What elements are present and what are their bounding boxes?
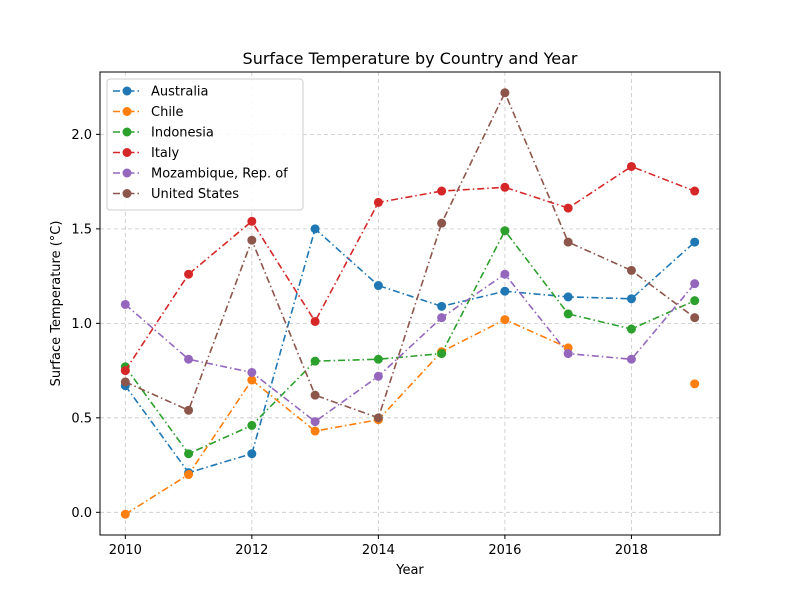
data-point-mozambique-rep-of bbox=[626, 354, 636, 364]
data-point-mozambique-rep-of bbox=[437, 313, 447, 323]
y-tick-label: 0.5 bbox=[71, 411, 92, 426]
data-point-indonesia bbox=[626, 324, 636, 334]
data-point-chile bbox=[310, 426, 320, 436]
legend-marker bbox=[122, 86, 132, 96]
data-point-italy bbox=[120, 366, 130, 376]
x-tick-label: 2018 bbox=[615, 543, 648, 558]
data-point-australia bbox=[373, 281, 383, 291]
legend-marker bbox=[122, 148, 132, 157]
data-point-mozambique-rep-of bbox=[690, 279, 700, 289]
legend-marker bbox=[122, 189, 132, 198]
data-point-united-states bbox=[563, 237, 573, 247]
data-point-italy bbox=[437, 186, 447, 196]
data-point-italy bbox=[563, 203, 573, 213]
data-point-chile bbox=[500, 315, 510, 325]
legend-label: Australia bbox=[151, 85, 209, 100]
y-tick-label: 1.0 bbox=[71, 317, 92, 332]
data-point-australia bbox=[310, 224, 320, 234]
y-tick-label: 1.5 bbox=[71, 222, 92, 237]
data-point-united-states bbox=[626, 265, 636, 275]
data-point-indonesia bbox=[500, 226, 510, 236]
data-point-mozambique-rep-of bbox=[184, 354, 194, 364]
data-point-australia bbox=[437, 301, 447, 311]
x-tick-label: 2010 bbox=[109, 543, 142, 558]
legend-label: Italy bbox=[151, 146, 180, 161]
data-point-australia bbox=[247, 449, 257, 459]
data-point-mozambique-rep-of bbox=[310, 417, 320, 427]
legend-marker bbox=[122, 168, 132, 178]
data-point-italy bbox=[690, 186, 700, 196]
data-point-indonesia bbox=[373, 354, 383, 364]
legend-label: United States bbox=[151, 187, 239, 202]
x-axis-label: Year bbox=[395, 563, 424, 578]
data-point-chile bbox=[120, 509, 130, 519]
data-point-australia bbox=[563, 292, 573, 302]
legend-label: Mozambique, Rep. of bbox=[151, 167, 288, 182]
legend-box bbox=[106, 78, 304, 211]
data-point-chile bbox=[690, 379, 700, 389]
series-layer bbox=[120, 88, 700, 519]
legend-marker bbox=[122, 127, 132, 137]
data-point-mozambique-rep-of bbox=[247, 367, 257, 377]
series-line-indonesia bbox=[124, 229, 696, 455]
series-line-australia bbox=[124, 227, 696, 474]
y-tick-label: 2.0 bbox=[71, 128, 92, 143]
data-point-italy bbox=[626, 161, 636, 171]
data-point-indonesia bbox=[690, 296, 700, 306]
y-axis-label: Surface Temperature (°C) bbox=[49, 221, 64, 387]
data-point-australia bbox=[626, 294, 636, 304]
data-point-italy bbox=[247, 216, 257, 226]
data-point-italy bbox=[500, 182, 510, 192]
plot-frame bbox=[99, 71, 721, 536]
data-point-mozambique-rep-of bbox=[563, 349, 573, 359]
legend-marker bbox=[122, 107, 132, 116]
axis-ticks: 2010 2012 2014 2016 2018 0.0 0.5 1.0 1.5 2.0 bbox=[71, 128, 648, 558]
data-point-italy bbox=[310, 316, 320, 326]
data-point-indonesia bbox=[563, 309, 573, 319]
legend: Australia Chile Indonesia Italy Mozambique, … bbox=[106, 78, 304, 211]
data-point-united-states bbox=[310, 390, 320, 400]
data-point-italy bbox=[184, 269, 194, 279]
data-point-united-states bbox=[690, 313, 700, 323]
data-point-mozambique-rep-of bbox=[500, 269, 510, 279]
data-point-chile bbox=[247, 375, 257, 385]
data-point-united-states bbox=[373, 413, 383, 423]
data-point-australia bbox=[500, 286, 510, 296]
series-line-italy bbox=[124, 165, 695, 372]
data-point-united-states bbox=[437, 218, 447, 228]
data-point-indonesia bbox=[184, 449, 194, 459]
data-point-mozambique-rep-of bbox=[373, 371, 383, 381]
data-point-indonesia bbox=[437, 349, 447, 359]
legend-label: Chile bbox=[151, 105, 184, 120]
data-point-united-states bbox=[500, 88, 510, 98]
data-point-united-states bbox=[247, 235, 257, 245]
legend-label: Indonesia bbox=[151, 126, 214, 141]
x-tick-label: 2014 bbox=[362, 543, 395, 558]
data-point-australia bbox=[690, 237, 700, 247]
data-point-italy bbox=[373, 197, 383, 207]
x-tick-label: 2016 bbox=[488, 543, 521, 558]
data-point-chile bbox=[184, 470, 194, 480]
data-point-united-states bbox=[120, 377, 130, 387]
x-tick-label: 2012 bbox=[235, 543, 268, 558]
series-line-mozambique-rep-of bbox=[124, 273, 696, 423]
data-point-mozambique-rep-of bbox=[120, 299, 130, 309]
data-point-indonesia bbox=[310, 356, 320, 366]
data-point-indonesia bbox=[247, 420, 257, 430]
data-point-united-states bbox=[184, 405, 194, 415]
y-tick-label: 0.0 bbox=[71, 506, 92, 521]
chart-title: Surface Temperature by Country and Year bbox=[243, 49, 578, 68]
series-line-united-states bbox=[124, 90, 696, 419]
